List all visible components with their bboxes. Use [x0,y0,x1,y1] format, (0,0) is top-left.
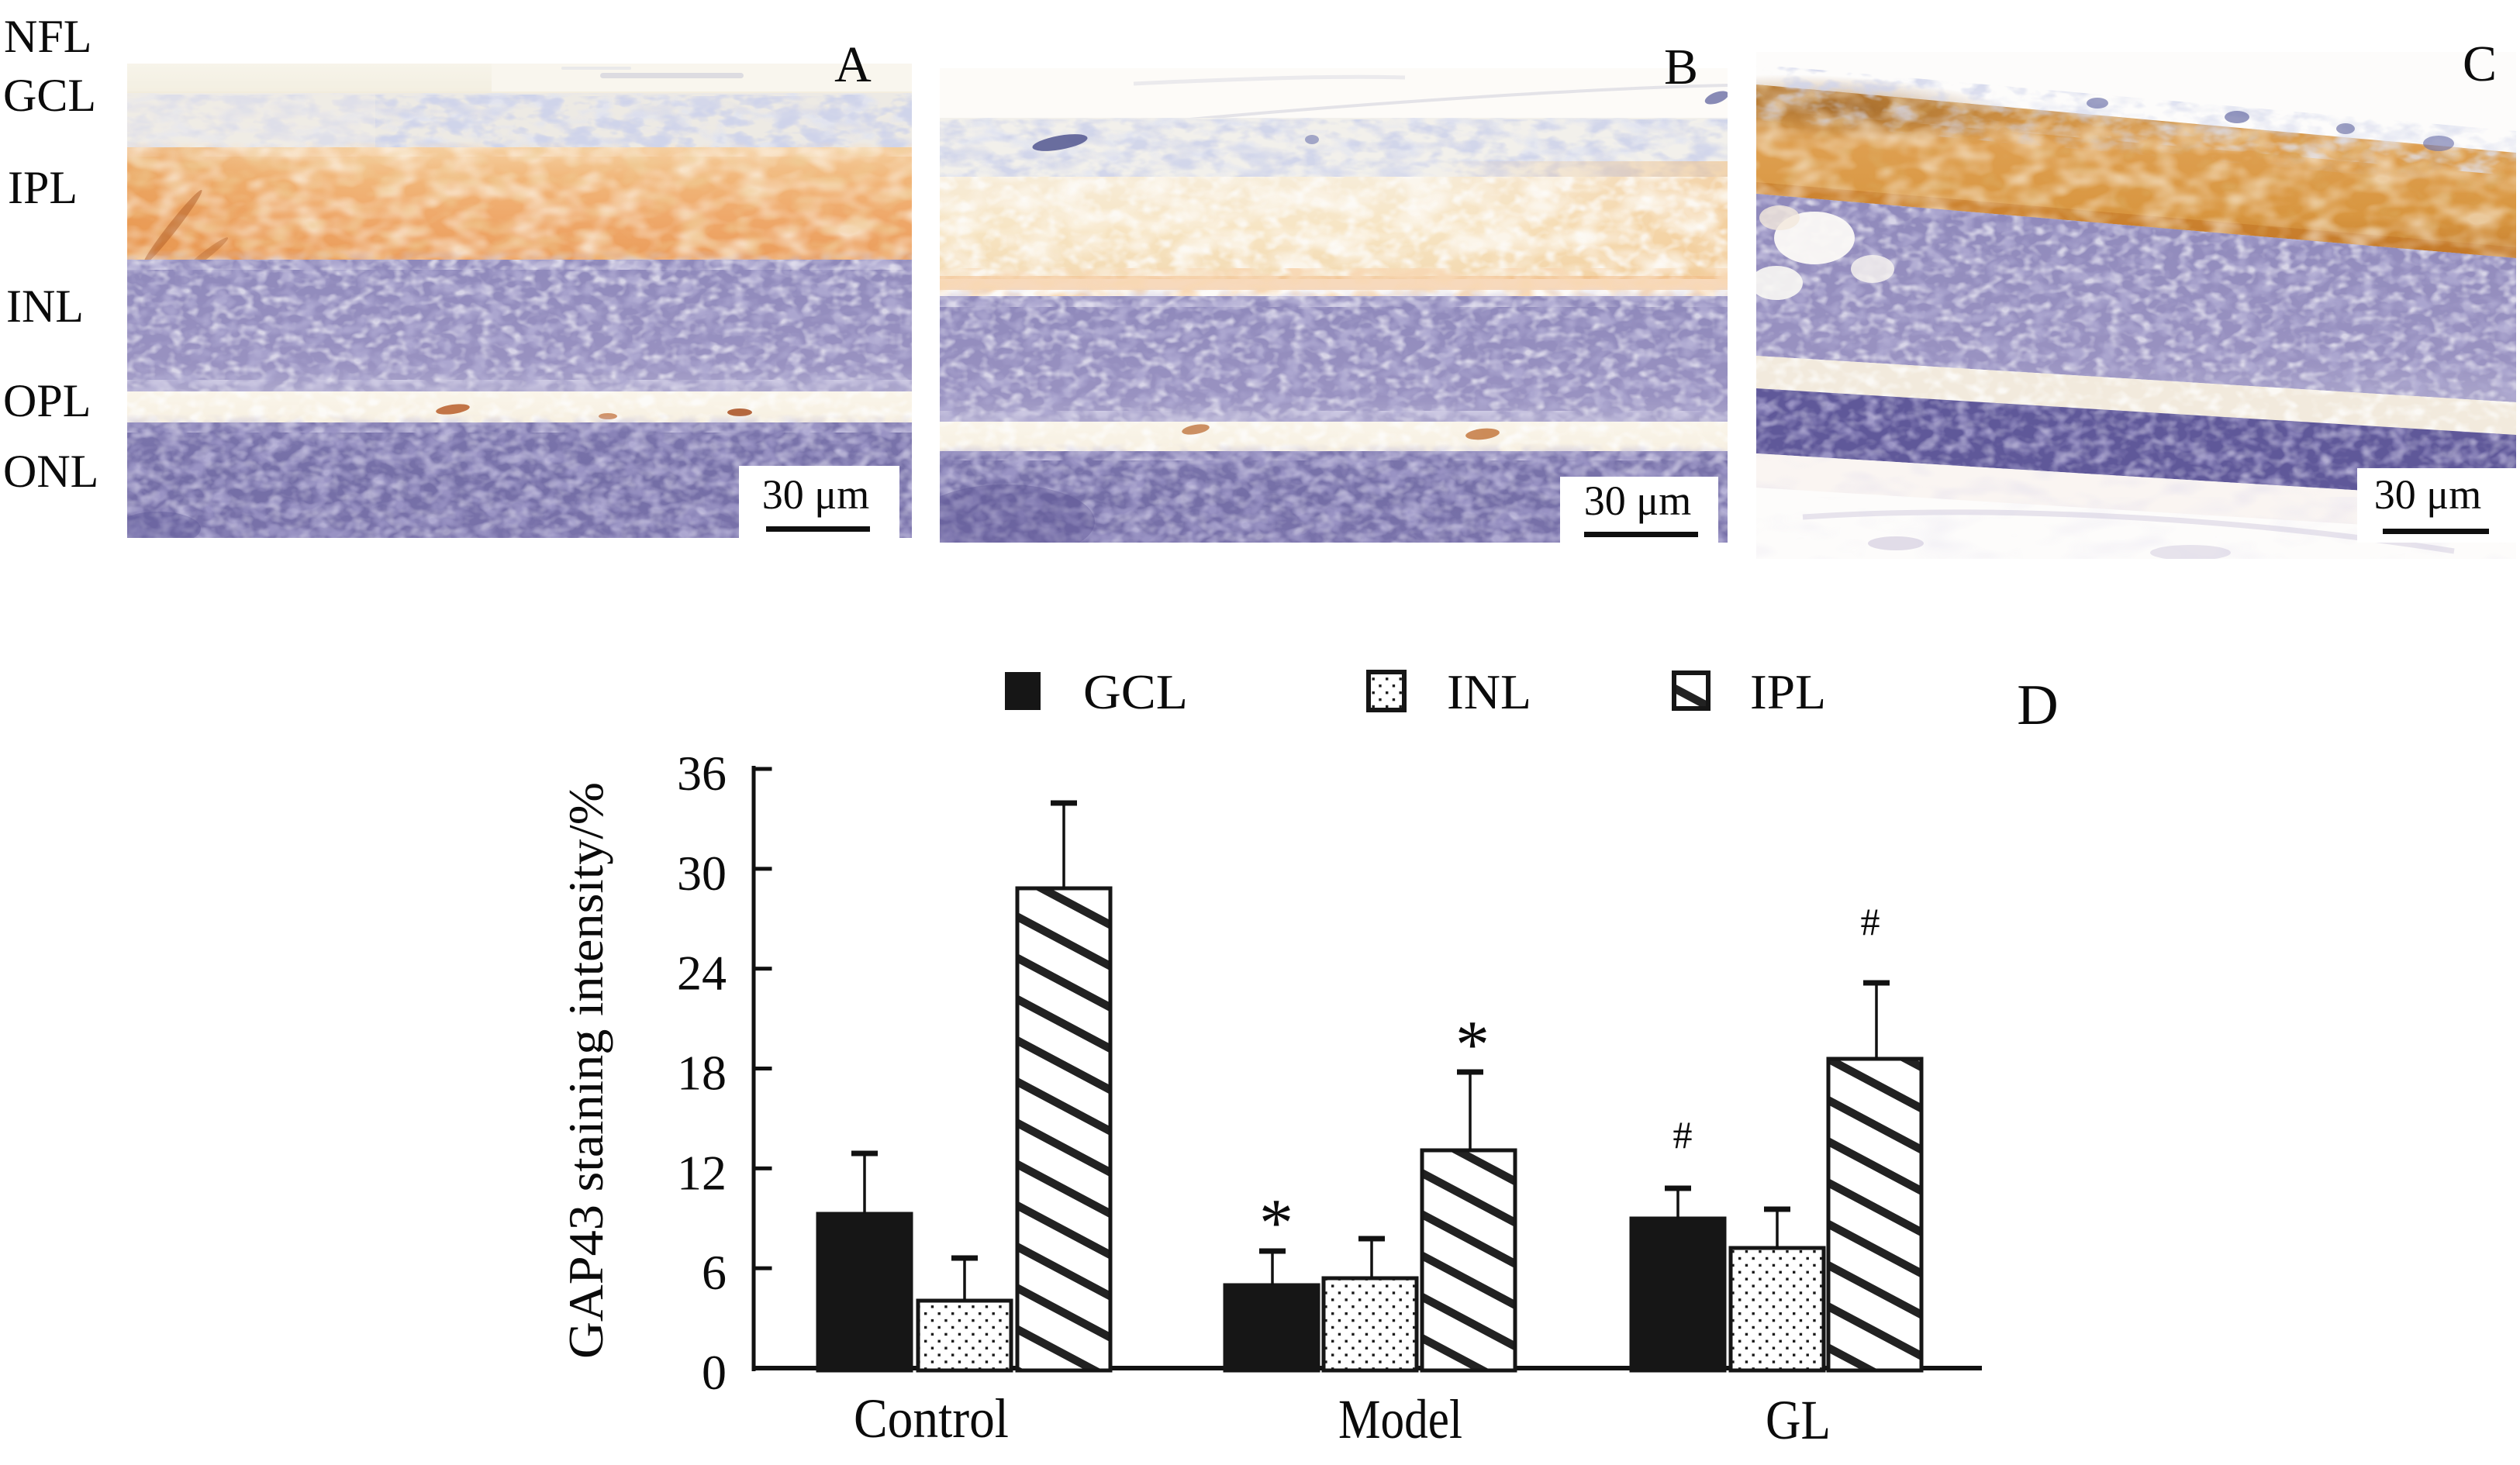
svg-text:OPL: OPL [3,375,91,426]
svg-text:B: B [1664,39,1698,95]
svg-text:#: # [1673,1113,1693,1156]
svg-text:36: 36 [677,746,727,801]
svg-text:NFL: NFL [4,11,91,62]
svg-text:18: 18 [677,1046,727,1101]
svg-text:INL: INL [1447,665,1531,719]
svg-text:GCL: GCL [3,70,96,121]
svg-text:12: 12 [677,1145,727,1200]
svg-text:0: 0 [702,1345,727,1400]
svg-text:*: * [1259,1186,1293,1261]
svg-text:IPL: IPL [8,162,78,213]
svg-text:ONL: ONL [3,446,98,497]
svg-text:GL: GL [1766,1389,1831,1451]
svg-text:D: D [2017,674,2058,737]
svg-text:C: C [2463,36,2497,92]
svg-text:30: 30 [677,846,727,901]
svg-text:Control: Control [854,1387,1009,1449]
svg-text:*: * [1455,1008,1490,1083]
svg-text:30 μm: 30 μm [1584,477,1691,524]
svg-text:GCL: GCL [1083,665,1188,719]
svg-text:6: 6 [702,1245,727,1300]
svg-text:30 μm: 30 μm [2374,471,2481,518]
svg-text:INL: INL [6,281,84,332]
svg-text:24: 24 [677,946,727,1001]
svg-text:#: # [1861,900,1880,943]
svg-text:30 μm: 30 μm [762,471,869,518]
svg-text:IPL: IPL [1750,665,1826,719]
svg-text:Model: Model [1338,1388,1462,1450]
svg-text:GAP43 staining intensity/%: GAP43 staining intensity/% [558,782,613,1359]
svg-text:A: A [834,36,872,93]
